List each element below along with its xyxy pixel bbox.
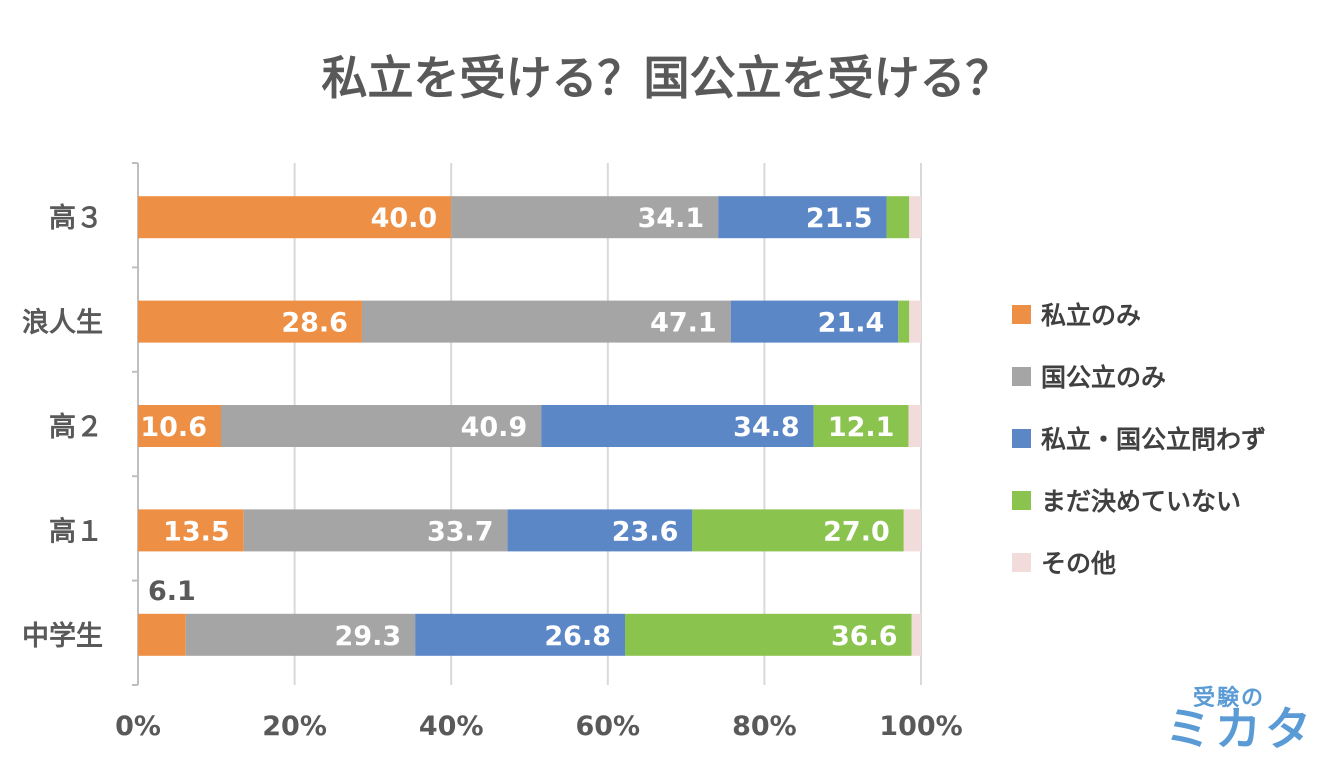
legend-item: まだ決めていない xyxy=(1012,482,1241,518)
bar-segment xyxy=(886,196,910,239)
bar-segment xyxy=(903,509,921,552)
data-label: 21.4 xyxy=(818,308,885,339)
bar-segment xyxy=(507,509,693,552)
bar-segment xyxy=(718,196,887,239)
legend-swatch xyxy=(1012,428,1031,448)
bar-segment xyxy=(138,405,221,447)
data-label: 47.1 xyxy=(650,308,717,339)
bar-segment xyxy=(243,509,508,552)
data-label: 12.1 xyxy=(828,412,895,443)
legend-item: 国公立のみ xyxy=(1012,358,1166,394)
legend-item: 私立・国公立問わず xyxy=(1012,420,1266,456)
x-tick-label: 80% xyxy=(732,711,797,742)
bar-segment xyxy=(185,613,416,656)
legend-label: まだ決めていない xyxy=(1041,487,1242,516)
bar-segment xyxy=(909,300,921,343)
legend-label: その他 xyxy=(1041,549,1117,578)
data-label: 29.3 xyxy=(335,621,402,652)
data-label: 26.8 xyxy=(544,621,611,652)
bar-segment xyxy=(415,613,626,656)
bar-segment xyxy=(813,405,909,447)
legend-swatch xyxy=(1012,304,1031,324)
legend-label: 私立のみ xyxy=(1041,301,1142,330)
bar-segment xyxy=(361,300,731,343)
category-label: 高１ xyxy=(49,515,103,547)
bar-segment xyxy=(625,613,912,656)
legend-swatch xyxy=(1012,490,1031,510)
bar-segment xyxy=(898,300,910,343)
chart-title: 私立を受ける？国公立を受ける？ xyxy=(321,51,1012,105)
bar-segment xyxy=(451,196,719,239)
x-tick-label: 20% xyxy=(262,711,327,742)
data-label: 33.7 xyxy=(427,516,494,547)
bar-segment xyxy=(138,613,186,656)
bar-segment xyxy=(908,405,921,447)
data-label: 34.8 xyxy=(733,412,800,443)
logo-wordmark: ミカタ xyxy=(1165,702,1315,756)
data-label: 23.6 xyxy=(612,516,679,547)
logo-subtitle: 受験の xyxy=(1193,686,1266,711)
data-label: 21.5 xyxy=(806,203,873,234)
x-tick-label: 40% xyxy=(419,711,484,742)
bar-segment xyxy=(730,300,899,343)
category-label: 高２ xyxy=(49,411,103,443)
legend-label: 国公立のみ xyxy=(1041,363,1167,392)
legend-swatch xyxy=(1012,552,1031,572)
data-label: 10.6 xyxy=(140,412,207,443)
data-label: 36.6 xyxy=(831,621,898,652)
legend-swatch xyxy=(1012,366,1031,386)
data-label: 6.1 xyxy=(148,576,196,607)
data-label: 40.9 xyxy=(461,412,528,443)
data-label: 34.1 xyxy=(638,203,705,234)
x-tick-label: 100% xyxy=(879,711,962,742)
juken-no-mikata-logo: 受験の ミカタ xyxy=(1165,678,1315,768)
bar-segment xyxy=(220,405,542,447)
bar-segment xyxy=(541,405,814,447)
category-label: 浪人生 xyxy=(22,307,103,339)
legend-item: 私立のみ xyxy=(1012,296,1141,332)
x-tick-label: 60% xyxy=(575,711,640,742)
bar-segment xyxy=(138,196,452,239)
data-label: 28.6 xyxy=(281,308,348,339)
bar-segment xyxy=(692,509,904,552)
category-label: 高３ xyxy=(49,202,103,234)
legend-label: 私立・国公立問わず xyxy=(1041,425,1267,454)
data-label: 27.0 xyxy=(823,516,890,547)
x-tick-label: 0% xyxy=(115,711,161,742)
category-label: 中学生 xyxy=(22,620,103,652)
bar-segment xyxy=(138,300,362,343)
data-label: 13.5 xyxy=(163,516,230,547)
data-label: 40.0 xyxy=(371,203,438,234)
bar-segment xyxy=(909,196,921,239)
legend-item: その他 xyxy=(1012,544,1116,580)
bar-segment xyxy=(911,613,921,656)
bar-segment xyxy=(138,509,244,552)
